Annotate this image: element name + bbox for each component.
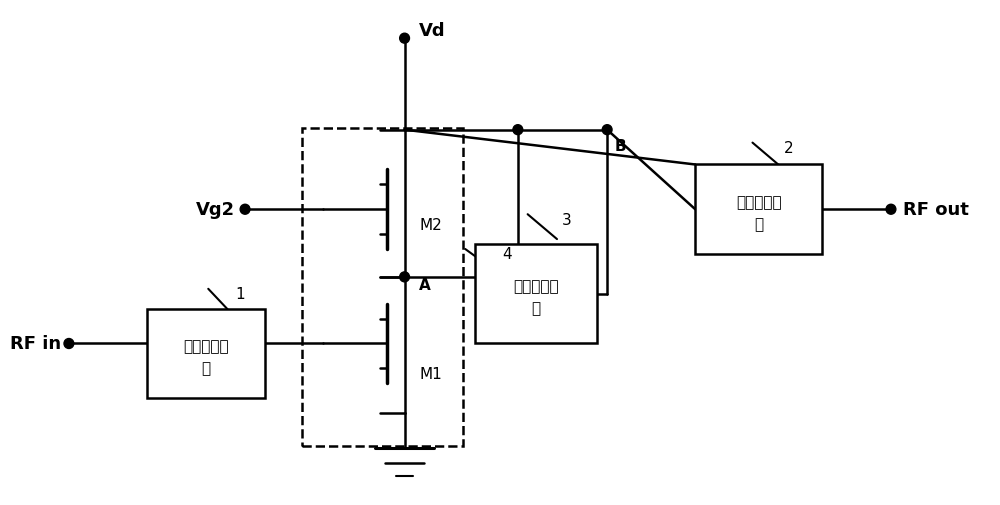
Circle shape — [64, 339, 74, 349]
Circle shape — [602, 125, 612, 135]
Text: 1: 1 — [235, 287, 245, 301]
Text: Vg2: Vg2 — [196, 201, 235, 219]
Circle shape — [513, 125, 523, 135]
Text: M1: M1 — [419, 366, 442, 381]
Text: RF in: RF in — [10, 335, 61, 353]
Text: 块: 块 — [532, 300, 541, 316]
Text: 路: 路 — [754, 216, 763, 231]
Circle shape — [886, 205, 896, 215]
Text: 输出匹配电: 输出匹配电 — [736, 194, 782, 210]
Text: 4: 4 — [502, 247, 512, 262]
Circle shape — [240, 205, 250, 215]
Text: M2: M2 — [419, 217, 442, 232]
Circle shape — [400, 272, 409, 282]
Text: A: A — [419, 278, 431, 293]
Text: RF out: RF out — [903, 201, 969, 219]
Text: B: B — [615, 139, 627, 154]
Circle shape — [400, 34, 409, 44]
Bar — [475, 244, 597, 344]
Text: 2: 2 — [784, 141, 794, 156]
Text: 3: 3 — [562, 212, 572, 227]
Text: Vd: Vd — [419, 22, 446, 40]
Text: 路: 路 — [201, 360, 210, 375]
Bar — [695, 165, 822, 255]
Bar — [147, 309, 265, 398]
Bar — [302, 128, 463, 446]
Text: 输入匹配电: 输入匹配电 — [183, 338, 229, 354]
Text: 模式切换模: 模式切换模 — [513, 279, 559, 294]
